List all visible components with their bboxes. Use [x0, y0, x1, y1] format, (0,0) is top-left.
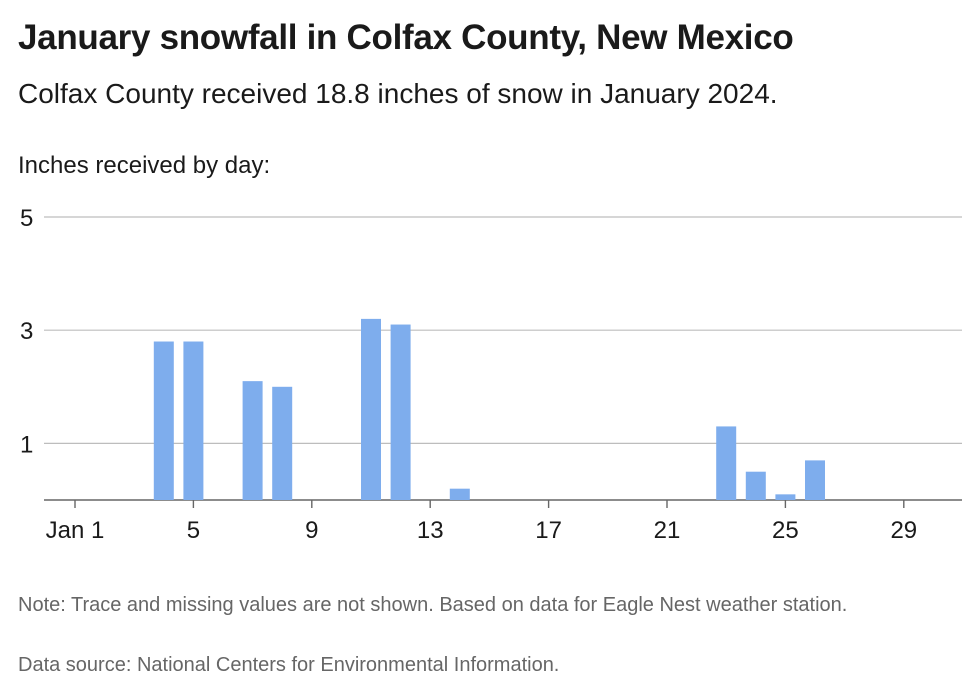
bar-day-7 [242, 381, 263, 500]
x-tick-label: 13 [417, 517, 444, 544]
bar-day-11 [361, 318, 381, 500]
chart-note: Note: Trace and missing values are not s… [18, 594, 848, 616]
x-tick-labels: Jan 1 5 9 13 17 21 25 29 [46, 500, 917, 544]
bar-day-26 [805, 460, 825, 500]
x-tick-label: 29 [890, 517, 917, 544]
chart-title: January snowfall in Colfax County, New M… [18, 18, 794, 57]
x-tick-label: 9 [305, 517, 318, 544]
x-tick-label: 17 [535, 517, 562, 544]
x-tick-label: 25 [772, 517, 799, 544]
bar-day-23 [716, 426, 737, 500]
bar-day-5 [183, 341, 204, 500]
bar-day-8 [272, 386, 293, 500]
bar-day-12 [390, 324, 411, 500]
data-source: Data source: National Centers for Enviro… [18, 654, 560, 676]
x-tick-label: Jan 1 [46, 517, 105, 544]
gridlines [44, 216, 962, 501]
x-tick-label: 5 [187, 517, 200, 544]
y-tick-labels: 1 3 5 [20, 205, 33, 458]
y-tick-label: 1 [20, 431, 33, 458]
y-tick-label: 5 [20, 205, 33, 232]
snowfall-bar-chart: 135 Jan 1 5 9 13 17 21 25 29 [20, 205, 962, 544]
bars [153, 318, 825, 500]
bar-day-14 [449, 488, 470, 500]
bar-day-4 [153, 341, 174, 500]
bar-day-25 [775, 494, 796, 500]
bar-day-24 [745, 471, 766, 500]
y-tick-label: 3 [20, 318, 33, 345]
x-tick-label: 21 [654, 517, 681, 544]
y-axis-caption: Inches received by day: [18, 152, 271, 179]
chart-subtitle: Colfax County received 18.8 inches of sn… [18, 78, 778, 109]
